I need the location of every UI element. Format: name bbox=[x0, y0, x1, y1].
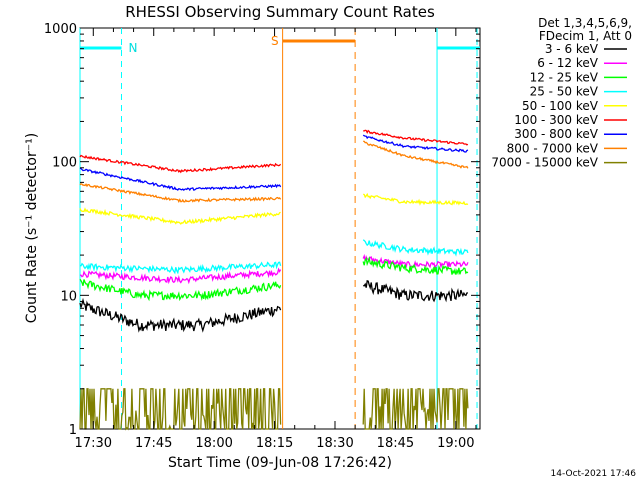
series-100-300-keV-line bbox=[363, 129, 469, 146]
legend-label: 100 - 300 keV bbox=[514, 113, 598, 127]
x-tick-label: 17:30 bbox=[75, 436, 112, 451]
x-axis: 17:30 17:45 18:00 18:15 18:30 18:45 19:00 bbox=[75, 28, 477, 451]
x-tick-label: 18:45 bbox=[377, 436, 414, 451]
chart-title: RHESSI Observing Summary Count Rates bbox=[125, 3, 435, 21]
series-50-100-keV-line bbox=[363, 192, 469, 206]
legend-label: 300 - 800 keV bbox=[514, 127, 598, 141]
y-tick-label: 1 bbox=[69, 423, 77, 438]
plot-frame bbox=[79, 27, 481, 430]
series-25-50-keV-line bbox=[362, 239, 469, 257]
series-25-50-keV-line bbox=[79, 261, 282, 275]
legend-label: 6 - 12 keV bbox=[537, 56, 599, 70]
y-tick-label: 10 bbox=[60, 289, 77, 304]
series-12-25-keV-line bbox=[362, 255, 469, 276]
legend-header-line-1: Det 1,3,4,5,6,9, bbox=[538, 16, 632, 30]
series-12-25-keV-line bbox=[79, 278, 282, 302]
series-layer bbox=[79, 129, 469, 431]
saa-label: S bbox=[271, 34, 279, 48]
series-800-7000-keV-line bbox=[79, 183, 282, 204]
series-6-12-keV-line bbox=[362, 253, 469, 270]
night-label: N bbox=[128, 41, 137, 55]
legend-label: 25 - 50 keV bbox=[530, 85, 599, 99]
series-3-6-keV-line bbox=[79, 297, 282, 333]
footer-timestamp: 14-Oct-2021 17:46 bbox=[551, 469, 637, 479]
series-3-6-keV-line bbox=[363, 280, 468, 303]
legend-label: 3 - 6 keV bbox=[545, 42, 599, 56]
series-800-7000-keV-line bbox=[363, 140, 469, 169]
x-axis-label: Start Time (09-Jun-08 17:26:42) bbox=[168, 455, 392, 471]
series-300-800-keV-line bbox=[79, 167, 282, 192]
x-tick-label: 18:15 bbox=[256, 436, 293, 451]
y-tick-label: 1000 bbox=[44, 22, 77, 37]
y-tick-label: 100 bbox=[52, 156, 77, 171]
series-300-800-keV-line bbox=[362, 134, 469, 153]
legend: Det 1,3,4,5,6,9, FDecim 1, Att 0 3 - 6 k… bbox=[491, 16, 632, 170]
x-tick-label: 18:30 bbox=[316, 436, 353, 451]
x-tick-label: 19:00 bbox=[437, 436, 474, 451]
series-7000-15000-keV-line bbox=[362, 388, 469, 430]
x-tick-label: 18:00 bbox=[195, 436, 232, 451]
legend-label: 800 - 7000 keV bbox=[507, 141, 599, 155]
y-axis-label: Count Rate (s⁻¹ detector⁻¹) bbox=[24, 133, 40, 323]
x-tick-label: 17:45 bbox=[135, 436, 172, 451]
legend-header-line-2: FDecim 1, Att 0 bbox=[539, 29, 632, 43]
series-50-100-keV-line bbox=[79, 207, 281, 225]
y-axis: 1 10 100 1000 bbox=[44, 22, 480, 438]
series-6-12-keV-line bbox=[79, 267, 282, 285]
legend-label: 12 - 25 keV bbox=[530, 70, 599, 84]
legend-label: 7000 - 15000 keV bbox=[491, 156, 598, 170]
series-100-300-keV-line bbox=[79, 154, 282, 174]
legend-label: 50 - 100 keV bbox=[522, 99, 599, 113]
series-7000-15000-keV-line bbox=[79, 388, 282, 431]
